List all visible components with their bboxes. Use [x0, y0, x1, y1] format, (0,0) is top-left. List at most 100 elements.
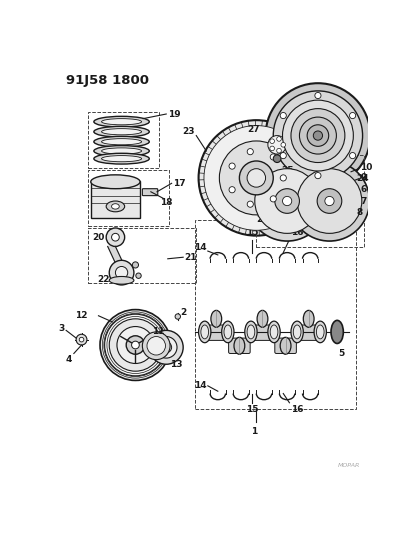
Circle shape	[106, 228, 124, 246]
Circle shape	[109, 260, 134, 285]
Ellipse shape	[101, 139, 141, 145]
Circle shape	[265, 83, 369, 188]
Circle shape	[280, 142, 285, 147]
Circle shape	[261, 130, 292, 160]
Bar	[88, 170, 169, 225]
Ellipse shape	[106, 201, 124, 212]
Circle shape	[203, 126, 308, 230]
Circle shape	[131, 341, 139, 349]
Circle shape	[239, 161, 273, 195]
Text: 14: 14	[193, 243, 206, 252]
Text: 23: 23	[182, 127, 194, 136]
Ellipse shape	[210, 310, 221, 327]
Circle shape	[317, 189, 341, 213]
Ellipse shape	[303, 310, 313, 327]
Circle shape	[175, 314, 180, 319]
Text: 13: 13	[170, 360, 182, 369]
Ellipse shape	[234, 337, 244, 354]
Text: MOPAR: MOPAR	[337, 463, 360, 468]
Ellipse shape	[267, 321, 279, 343]
Circle shape	[289, 161, 369, 241]
Text: 26: 26	[256, 215, 268, 224]
Circle shape	[270, 154, 276, 160]
Ellipse shape	[101, 128, 141, 135]
Text: 25: 25	[281, 166, 294, 175]
Circle shape	[219, 141, 292, 215]
Circle shape	[312, 131, 322, 140]
Text: 1: 1	[250, 426, 256, 435]
Bar	[256, 155, 363, 247]
Circle shape	[324, 196, 333, 206]
Text: 18: 18	[160, 198, 172, 207]
Ellipse shape	[200, 325, 208, 339]
Text: 5: 5	[338, 349, 344, 358]
Ellipse shape	[101, 148, 141, 154]
Circle shape	[229, 187, 235, 193]
Circle shape	[299, 117, 336, 154]
Bar	[194, 220, 355, 409]
Ellipse shape	[330, 320, 342, 343]
FancyBboxPatch shape	[205, 325, 227, 341]
Ellipse shape	[94, 126, 149, 137]
Ellipse shape	[111, 204, 119, 209]
Circle shape	[229, 163, 235, 169]
Circle shape	[269, 146, 274, 151]
Polygon shape	[108, 246, 125, 268]
Text: 91J58 1800: 91J58 1800	[66, 74, 149, 87]
Ellipse shape	[94, 116, 149, 127]
Circle shape	[155, 336, 177, 358]
Circle shape	[247, 161, 326, 241]
Text: 2: 2	[180, 308, 186, 317]
Circle shape	[117, 327, 153, 364]
Text: 20: 20	[92, 233, 104, 241]
Circle shape	[198, 120, 313, 236]
Circle shape	[272, 91, 362, 180]
Circle shape	[135, 273, 141, 278]
Text: 21: 21	[184, 253, 197, 262]
Ellipse shape	[244, 321, 256, 343]
Text: 8: 8	[355, 208, 362, 217]
Circle shape	[282, 196, 291, 206]
Text: 15: 15	[246, 228, 258, 237]
Circle shape	[111, 233, 119, 241]
Ellipse shape	[256, 310, 267, 327]
Circle shape	[297, 168, 361, 233]
Text: 11: 11	[152, 327, 164, 336]
Circle shape	[142, 332, 170, 360]
Ellipse shape	[94, 154, 149, 164]
Circle shape	[273, 155, 280, 163]
Circle shape	[109, 319, 161, 371]
Ellipse shape	[247, 325, 254, 339]
Bar	[88, 228, 196, 284]
Circle shape	[267, 135, 285, 154]
Circle shape	[100, 310, 171, 381]
Ellipse shape	[270, 325, 277, 339]
Ellipse shape	[101, 156, 141, 161]
Text: 19: 19	[167, 109, 180, 118]
Ellipse shape	[94, 136, 149, 147]
Ellipse shape	[101, 119, 141, 125]
FancyBboxPatch shape	[228, 338, 249, 353]
Circle shape	[279, 112, 285, 119]
Text: 22: 22	[97, 275, 109, 284]
Text: 16: 16	[290, 228, 303, 237]
Circle shape	[79, 337, 83, 342]
Ellipse shape	[198, 321, 210, 343]
Circle shape	[149, 330, 183, 364]
FancyBboxPatch shape	[274, 338, 296, 353]
Ellipse shape	[90, 175, 140, 189]
Bar	[90, 181, 140, 218]
Text: 4: 4	[66, 355, 72, 364]
Circle shape	[126, 336, 144, 354]
Circle shape	[76, 334, 87, 345]
Circle shape	[306, 125, 328, 147]
Circle shape	[247, 201, 253, 207]
Text: 3: 3	[58, 325, 65, 333]
Circle shape	[270, 196, 276, 202]
Text: 6: 6	[360, 185, 366, 194]
Bar	[88, 112, 159, 168]
FancyBboxPatch shape	[142, 189, 157, 196]
Circle shape	[247, 168, 265, 187]
Circle shape	[279, 175, 285, 181]
Text: 27: 27	[247, 125, 260, 134]
